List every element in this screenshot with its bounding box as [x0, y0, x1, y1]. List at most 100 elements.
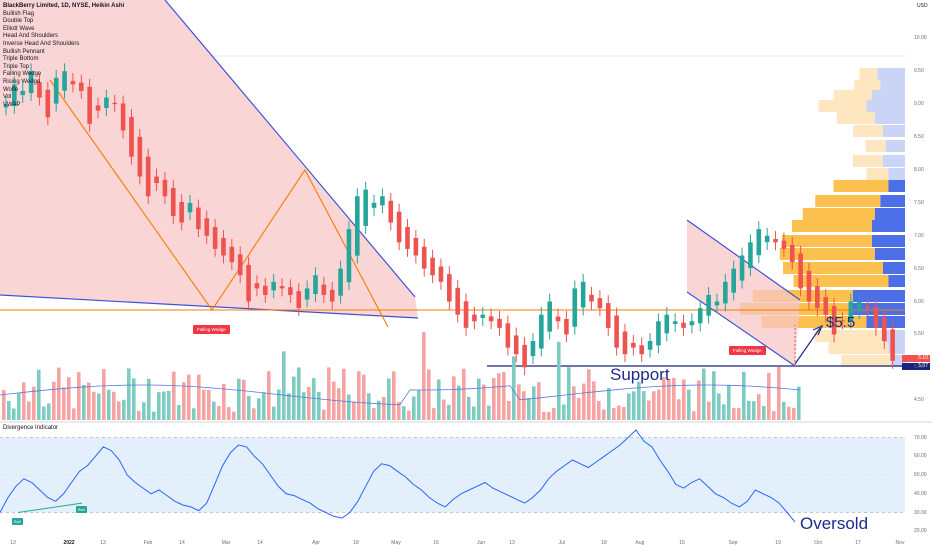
time-tick-label: Apr [312, 540, 320, 546]
candle-body [647, 341, 653, 350]
candle-body [856, 301, 862, 312]
candle-body [405, 227, 410, 249]
price-tick-label: 4.50 [914, 397, 924, 404]
candle-body [564, 318, 569, 335]
profile-bar-down [792, 220, 872, 232]
candle-body [823, 297, 829, 315]
price-tick-label: 5.00 [914, 364, 924, 371]
volume-bar [262, 392, 266, 420]
candle-body [296, 291, 302, 309]
volume-bar [297, 367, 301, 420]
volume-bar [452, 376, 456, 420]
candle-body [37, 82, 42, 98]
candle-body [547, 301, 552, 332]
volume-bar [387, 378, 391, 420]
legend-item[interactable]: Triple Top [3, 63, 30, 70]
time-tick-label: Mar [221, 540, 231, 546]
legend-item[interactable]: Falling Wedge [3, 71, 42, 78]
candle-body [522, 344, 527, 368]
profile-bar-down [865, 140, 886, 152]
volume-bar [372, 408, 376, 420]
volume-bar [567, 367, 571, 420]
volume-bar [612, 407, 616, 420]
candle-body [246, 264, 251, 302]
volume-bar [527, 398, 531, 420]
legend-item[interactable]: VWAP [3, 101, 21, 108]
candle-body [137, 136, 143, 177]
time-tick-label: Sep [728, 540, 738, 546]
volume-bar [182, 382, 186, 420]
volume-bar [562, 404, 566, 420]
candle-body [145, 156, 151, 197]
legend-item[interactable]: Double Top [3, 18, 34, 25]
candle-body [212, 227, 218, 249]
candle-body [53, 77, 59, 104]
profile-bar-up [880, 80, 905, 92]
volume-bar [317, 392, 321, 420]
volume-bar [337, 388, 341, 420]
rsi-line [0, 429, 796, 523]
candle-body [731, 268, 737, 293]
profile-bar-up [883, 155, 905, 167]
volume-bar [312, 378, 316, 420]
legend-item[interactable]: Head And Shoulders [3, 33, 59, 40]
candle-body [229, 246, 235, 263]
time-tick-label: 2022 [63, 540, 75, 546]
volume-bar [722, 404, 726, 420]
candle-body [95, 105, 101, 111]
volume-bar [472, 406, 476, 420]
price-tick-label: 8.00 [914, 166, 924, 173]
time-tick-label: 13 [509, 540, 515, 546]
legend-item[interactable]: Elliott Wave [3, 25, 35, 32]
volume-bar [137, 410, 141, 420]
candle-body [329, 289, 335, 302]
volume-bar [122, 399, 126, 420]
volume-bar [692, 411, 696, 420]
candle-body [154, 176, 159, 184]
volume-bar [32, 386, 36, 420]
bull-label-2: Bull [76, 506, 87, 513]
candle-body [580, 281, 586, 308]
volume-bar [707, 401, 711, 420]
volume-bar [652, 391, 656, 420]
volume-bar [192, 408, 196, 420]
volume-bar [482, 384, 486, 420]
legend-item[interactable]: Bullish Flag [3, 10, 35, 17]
candle-body [764, 235, 770, 243]
candle-body [262, 285, 268, 295]
profile-bar-down [853, 125, 883, 137]
time-tick-label: 15 [679, 540, 685, 546]
candle-body [664, 314, 670, 334]
volume-bar [777, 367, 781, 420]
volume-bar [172, 371, 176, 420]
volume-bar [667, 379, 671, 420]
profile-bar-down [783, 262, 883, 274]
time-tick-label: 18 [353, 540, 359, 546]
candle-body [497, 318, 502, 328]
profile-bar-down [853, 155, 883, 167]
profile-bar-down [836, 112, 875, 124]
candle-body [706, 294, 711, 316]
time-tick-label: 14 [257, 540, 263, 546]
volume-bar [247, 395, 251, 420]
volume-bar [272, 406, 276, 420]
time-tick-label: 18 [601, 540, 607, 546]
volume-bar [782, 401, 786, 420]
volume-bar [127, 368, 131, 420]
volume-bar [62, 387, 66, 420]
candle-body [170, 188, 176, 216]
candle-body [430, 257, 435, 276]
price-tick-label: 6.50 [914, 265, 924, 272]
volume-bar [227, 407, 231, 420]
legend-item[interactable]: Triple Bottom [3, 56, 39, 63]
volume-bar [477, 378, 481, 420]
legend-item[interactable]: Bullish Pennant [3, 48, 45, 55]
legend-item[interactable]: Inverse Head And Shoulders [3, 40, 80, 47]
legend-item[interactable]: Wolfe [3, 86, 19, 93]
legend-item[interactable]: Rising Wedge [3, 78, 41, 85]
volume-bar [792, 407, 796, 420]
volume-bar [232, 411, 236, 420]
legend-item[interactable]: Vol [3, 94, 12, 101]
price-tick-label: 10.00 [914, 35, 927, 42]
volume-bar [27, 401, 31, 420]
